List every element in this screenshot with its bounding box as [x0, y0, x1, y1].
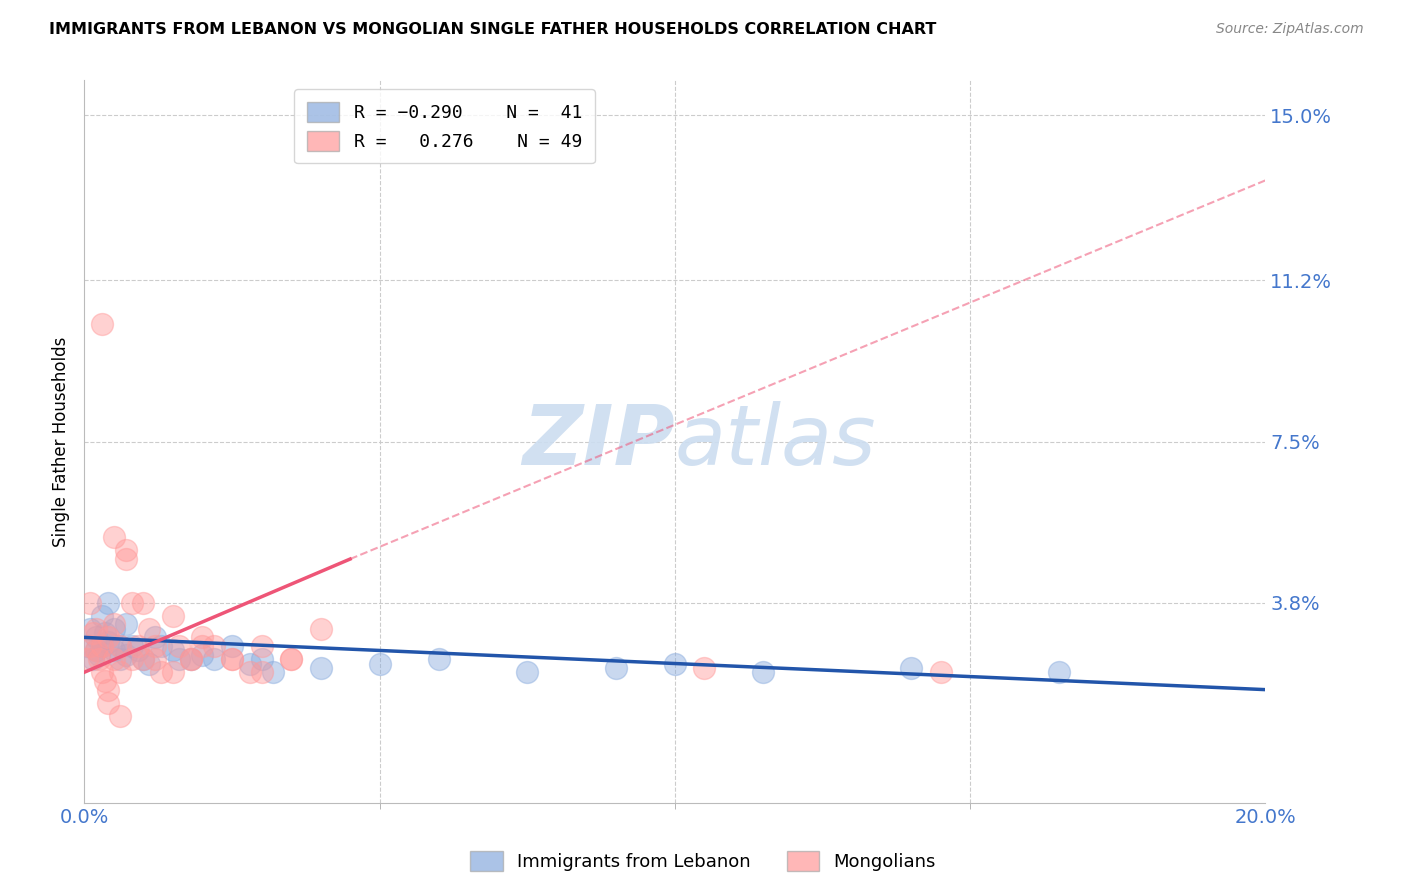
Point — [900, 661, 922, 675]
Point — [1047, 665, 1070, 680]
Point — [150, 639, 173, 653]
Point — [87, 652, 111, 666]
Point — [167, 652, 190, 666]
Point — [239, 657, 262, 671]
Point — [138, 657, 160, 671]
Point — [202, 639, 225, 653]
Point — [162, 665, 184, 680]
Point — [97, 596, 120, 610]
Point — [368, 657, 391, 671]
Point — [191, 648, 214, 662]
Point — [262, 665, 284, 680]
Point — [108, 665, 131, 680]
Point — [114, 617, 136, 632]
Point — [121, 639, 143, 653]
Point — [202, 652, 225, 666]
Point — [91, 665, 114, 680]
Point — [239, 665, 262, 680]
Point — [143, 631, 166, 645]
Point — [427, 652, 450, 666]
Point — [309, 661, 332, 675]
Point — [108, 639, 131, 653]
Point — [180, 652, 202, 666]
Point — [167, 639, 190, 653]
Point — [76, 639, 98, 653]
Text: Source: ZipAtlas.com: Source: ZipAtlas.com — [1216, 22, 1364, 37]
Point — [103, 617, 125, 632]
Point — [97, 682, 120, 697]
Point — [127, 639, 149, 653]
Point — [250, 652, 273, 666]
Point — [121, 652, 143, 666]
Y-axis label: Single Father Households: Single Father Households — [52, 336, 70, 547]
Legend: Immigrants from Lebanon, Mongolians: Immigrants from Lebanon, Mongolians — [463, 844, 943, 879]
Point — [143, 652, 166, 666]
Point — [84, 643, 107, 657]
Point — [84, 643, 107, 657]
Point — [108, 652, 131, 666]
Point — [143, 639, 166, 653]
Point — [97, 631, 120, 645]
Point — [91, 639, 114, 653]
Text: atlas: atlas — [675, 401, 876, 482]
Point — [108, 708, 131, 723]
Point — [280, 652, 302, 666]
Point — [309, 622, 332, 636]
Point — [103, 622, 125, 636]
Point — [162, 643, 184, 657]
Point — [605, 661, 627, 675]
Text: IMMIGRANTS FROM LEBANON VS MONGOLIAN SINGLE FATHER HOUSEHOLDS CORRELATION CHART: IMMIGRANTS FROM LEBANON VS MONGOLIAN SIN… — [49, 22, 936, 37]
Point — [82, 626, 104, 640]
Point — [79, 596, 101, 610]
Point — [516, 665, 538, 680]
Point — [97, 634, 120, 648]
Point — [132, 596, 155, 610]
Point — [929, 665, 952, 680]
Point — [91, 608, 114, 623]
Point — [693, 661, 716, 675]
Point — [91, 317, 114, 331]
Point — [221, 639, 243, 653]
Point — [108, 639, 131, 653]
Point — [191, 631, 214, 645]
Point — [138, 622, 160, 636]
Point — [114, 543, 136, 558]
Point — [150, 665, 173, 680]
Point — [250, 665, 273, 680]
Point — [162, 608, 184, 623]
Point — [103, 643, 125, 657]
Point — [84, 622, 107, 636]
Point — [87, 648, 111, 662]
Point — [94, 626, 117, 640]
Legend: R = −0.290    N =  41, R =   0.276    N = 49: R = −0.290 N = 41, R = 0.276 N = 49 — [294, 89, 595, 163]
Point — [103, 652, 125, 666]
Point — [114, 648, 136, 662]
Point — [752, 665, 775, 680]
Point — [180, 652, 202, 666]
Point — [114, 552, 136, 566]
Point — [121, 596, 143, 610]
Point — [127, 643, 149, 657]
Point — [94, 673, 117, 688]
Point — [97, 696, 120, 710]
Point — [221, 652, 243, 666]
Point — [82, 652, 104, 666]
Point — [250, 639, 273, 653]
Point — [664, 657, 686, 671]
Point — [103, 530, 125, 544]
Point — [79, 622, 101, 636]
Point — [191, 639, 214, 653]
Point — [180, 652, 202, 666]
Point — [79, 639, 101, 653]
Point — [132, 652, 155, 666]
Point — [132, 652, 155, 666]
Text: ZIP: ZIP — [522, 401, 675, 482]
Point — [91, 639, 114, 653]
Point — [84, 631, 107, 645]
Point — [76, 652, 98, 666]
Point — [280, 652, 302, 666]
Point — [221, 652, 243, 666]
